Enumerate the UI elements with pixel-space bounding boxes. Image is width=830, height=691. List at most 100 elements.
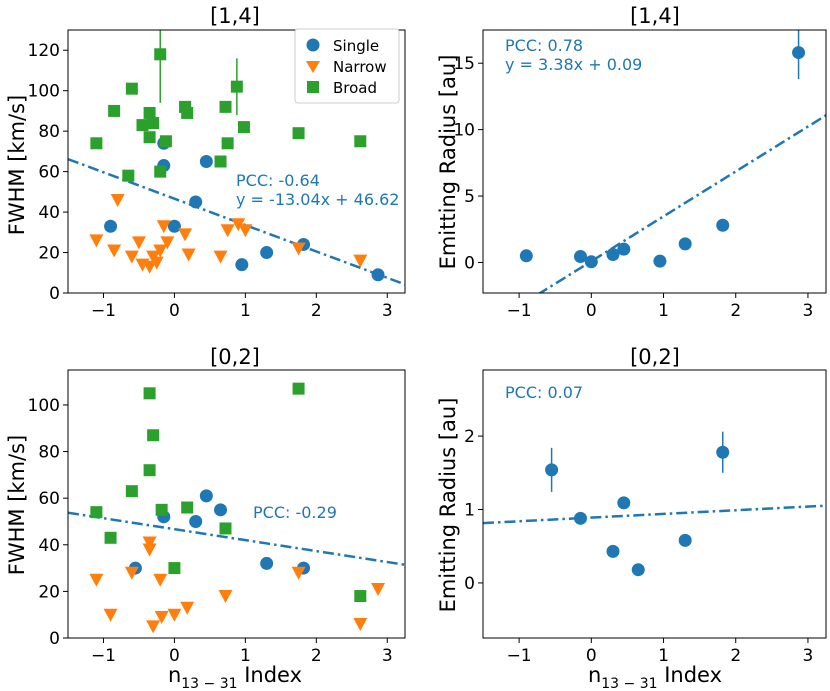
data-point-single (573, 511, 587, 525)
data-point-narrow (149, 256, 164, 270)
legend-label-single: Single (333, 37, 379, 55)
data-point-single (260, 246, 274, 260)
y-tick-label: 40 (38, 536, 60, 556)
fit-line (537, 114, 826, 293)
data-point-broad (354, 135, 367, 148)
data-point-broad (237, 121, 250, 134)
legend (294, 28, 400, 104)
panel-bottom-left: n13 − 31 Index −1 0 1 2 3020406080100[0,2]FW… (5, 345, 406, 691)
data-point-narrow (146, 620, 161, 634)
data-point-broad (122, 169, 135, 182)
data-point-broad (104, 531, 117, 544)
data-point-broad (219, 100, 232, 113)
data-point-broad (143, 387, 156, 400)
fit-annotation: y = 3.38x + 0.09 (505, 55, 642, 74)
plot-area (519, 30, 826, 293)
data-point-narrow (220, 224, 235, 238)
data-point-narrow (231, 218, 246, 232)
data-point-narrow (153, 573, 168, 587)
data-point-narrow (89, 234, 104, 248)
panel-top-right: −1 0 1 2 3 0 5 10 15 [1,4] Emitting Radius [au] PCC… (436, 4, 827, 321)
y-tick-label: 60 (38, 489, 60, 509)
data-point-broad (90, 506, 103, 519)
data-point-single (199, 489, 213, 503)
y-axis-label: Emitting Radius [au] (436, 398, 460, 613)
y-tick-label: 0 (464, 253, 475, 273)
pcc-annotation: PCC: 0.78 (505, 36, 583, 55)
y-tick-label: 5 (464, 187, 475, 207)
data-point-narrow (180, 601, 195, 615)
plot-area (68, 30, 405, 286)
x-tick-label: 0 (586, 301, 597, 321)
data-point-broad (354, 590, 367, 603)
fit-annotation: y = -13.04x + 46.62 (236, 190, 399, 209)
x-tick-label: −1 (91, 646, 116, 666)
x-tick-label: −1 (91, 301, 116, 321)
data-point-single (606, 544, 620, 558)
data-point-narrow (160, 236, 175, 250)
x-tick-label: 3 (382, 301, 393, 321)
data-point-single (545, 463, 559, 477)
axes-frame (67, 29, 406, 294)
data-point-broad (154, 165, 167, 178)
data-point-broad (143, 106, 156, 119)
axes-frame (67, 369, 406, 639)
data-point-broad (219, 522, 232, 535)
data-point-broad (214, 155, 227, 168)
y-tick-label: 80 (38, 122, 60, 142)
data-point-narrow (353, 618, 368, 632)
x-tick-label: 0 (169, 301, 180, 321)
data-point-narrow (103, 608, 118, 622)
data-point-narrow (124, 250, 139, 264)
data-point-broad (136, 119, 149, 132)
data-point-single (519, 249, 533, 263)
data-point-broad (230, 80, 243, 93)
y-tick-label: 60 (38, 163, 60, 183)
data-point-single (189, 514, 203, 528)
pcc-annotation: PCC: -0.64 (236, 171, 320, 190)
data-point-narrow (153, 244, 168, 258)
pcc-annotation: PCC: -0.29 (253, 503, 337, 522)
data-point-single (214, 503, 228, 517)
x-tick-label: 1 (240, 646, 251, 666)
data-point-single (199, 155, 213, 168)
y-tick-label: 20 (38, 244, 60, 264)
data-point-single (678, 533, 692, 547)
data-point-single (189, 195, 203, 209)
y-tick-label: 40 (38, 203, 60, 223)
pcc-annotation: PCC: 0.07 (505, 383, 583, 402)
data-point-narrow (142, 543, 157, 557)
y-tick-label: 100 (28, 396, 60, 416)
panel-title: [1,4] (210, 4, 260, 28)
data-point-narrow (107, 244, 122, 258)
data-point-single (631, 563, 645, 577)
legend-label-broad: Broad (333, 79, 377, 97)
data-point-single (716, 218, 730, 232)
legend-box (294, 28, 400, 104)
axes-frame (482, 369, 827, 639)
data-point-single (653, 254, 667, 268)
data-point-broad (155, 503, 168, 516)
x-tick-label: −1 (507, 301, 532, 321)
x-tick-label: 2 (311, 646, 322, 666)
legend-marker-narrow (306, 61, 320, 73)
data-point-broad (292, 382, 305, 395)
legend-label-narrow: Narrow (333, 58, 387, 76)
y-tick-label: 100 (28, 82, 60, 102)
data-point-single (573, 249, 587, 263)
data-point-single (104, 219, 118, 233)
data-point-single (235, 258, 249, 272)
data-point-narrow (291, 242, 306, 256)
y-tick-label: 120 (28, 41, 60, 61)
x-tick-label: 2 (730, 646, 741, 666)
data-point-broad (181, 501, 194, 514)
data-point-single (167, 219, 181, 233)
y-axis-label: FWHM [km/s] (5, 435, 29, 575)
y-tick-label: 1 (464, 501, 475, 521)
data-point-broad (143, 464, 156, 477)
plot-area (483, 431, 826, 577)
data-point-single (584, 255, 598, 269)
